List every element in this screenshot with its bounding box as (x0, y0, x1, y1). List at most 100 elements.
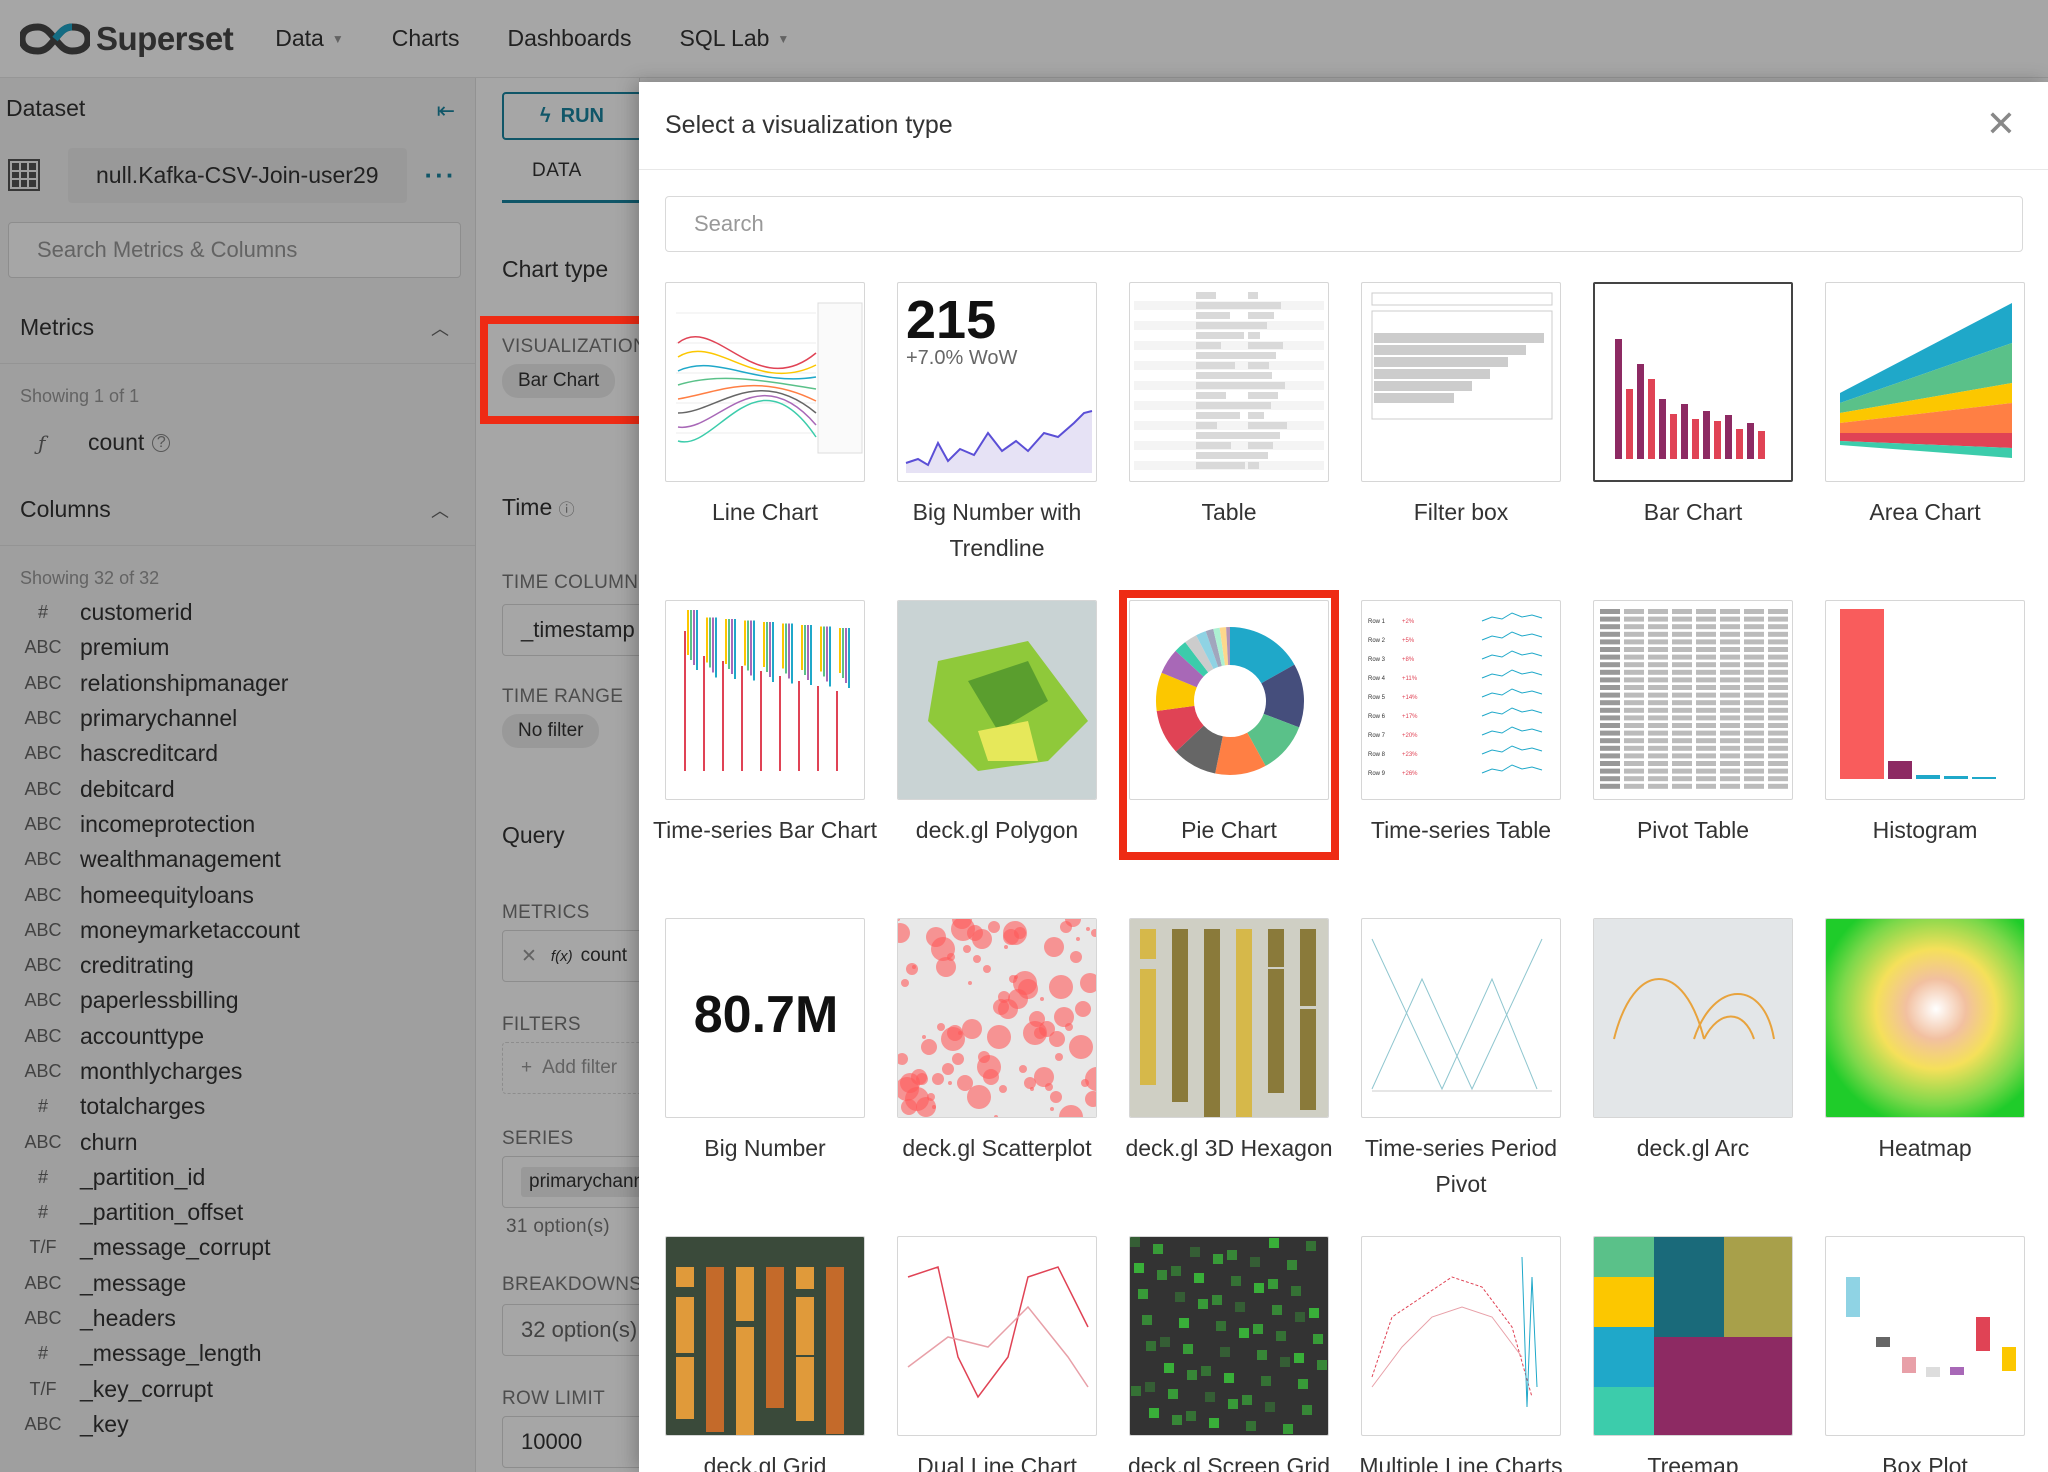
column-item[interactable]: ABC primarychannel (0, 701, 475, 736)
column-item[interactable]: ABC relationshipmanager (0, 666, 475, 701)
time-range-select[interactable]: No filter (502, 714, 600, 748)
column-item[interactable]: ABC debitcard (0, 771, 475, 806)
viz-thumbnail[interactable] (1825, 600, 2025, 800)
viz-tile-deck-gl-polygon[interactable]: deck.gl Polygon (897, 600, 1097, 848)
column-item[interactable]: ABC hascreditcard (0, 736, 475, 771)
column-item[interactable]: ABC incomeprotection (0, 807, 475, 842)
nav-charts[interactable]: Charts (392, 25, 460, 52)
viz-tile-deck-gl-scatterplot[interactable]: deck.gl Scatterplot (897, 918, 1097, 1166)
viz-thumbnail[interactable]: 80.7M (665, 918, 865, 1118)
viz-tile-filter-box[interactable]: Filter box (1361, 282, 1561, 530)
viz-thumbnail[interactable] (897, 918, 1097, 1118)
info-icon[interactable]: ⓘ (558, 502, 575, 519)
column-item[interactable]: # _message_length (0, 1336, 475, 1371)
viz-thumbnail[interactable] (1593, 600, 1793, 800)
viz-thumbnail[interactable] (897, 600, 1097, 800)
add-filter-button[interactable]: + Add filter (502, 1042, 639, 1094)
viz-tile-time-series-table[interactable]: Row 1 +2% Row 2 +5% Row 3 +8% Row 4 +11% Row 5 +1… (1361, 600, 1561, 848)
viz-thumbnail[interactable] (1593, 282, 1793, 482)
remove-icon[interactable]: ✕ (521, 945, 537, 967)
run-button[interactable]: ϟ RUN (502, 92, 639, 140)
viz-tile-heatmap[interactable]: Heatmap (1825, 918, 2025, 1166)
column-item[interactable]: ABC paperlessbilling (0, 983, 475, 1018)
viz-thumbnail[interactable] (1593, 918, 1793, 1118)
viz-thumbnail[interactable] (1129, 600, 1329, 800)
viz-tile-pie-chart[interactable]: Pie Chart (1129, 600, 1329, 848)
dataset-name[interactable]: null.Kafka-CSV-Join-user29 (68, 147, 407, 203)
column-item[interactable]: ABC creditrating (0, 948, 475, 983)
viz-thumbnail[interactable] (897, 1236, 1097, 1436)
viz-thumbnail[interactable] (1825, 282, 2025, 482)
column-item[interactable]: ABC accounttype (0, 1019, 475, 1054)
viz-tile-area-chart[interactable]: Area Chart (1825, 282, 2025, 530)
column-item[interactable]: ABC moneymarketaccount (0, 913, 475, 948)
viz-tile-deck-gl-grid[interactable]: deck.gl Grid (665, 1236, 865, 1472)
column-item[interactable]: ABC _message (0, 1266, 475, 1301)
visualization-type-select[interactable]: Bar Chart (502, 364, 616, 398)
column-item[interactable]: ABC premium (0, 630, 475, 665)
viz-thumbnail[interactable] (1361, 282, 1561, 482)
column-item[interactable]: # _partition_id (0, 1160, 475, 1195)
tab-data[interactable]: DATA (502, 160, 639, 203)
viz-thumbnail[interactable] (1361, 1236, 1561, 1436)
viz-tile-treemap[interactable]: Treemap (1593, 1236, 1793, 1472)
viz-tile-time-series-period-pivot[interactable]: Time-series Period Pivot (1361, 918, 1561, 1202)
viz-thumbnail[interactable] (665, 1236, 865, 1436)
nav-sql-lab[interactable]: SQL Lab ▼ (679, 25, 789, 52)
info-icon[interactable]: ? (152, 433, 171, 452)
viz-tile-bar-chart[interactable]: Bar Chart (1593, 282, 1793, 530)
viz-thumbnail[interactable] (1129, 282, 1329, 482)
column-item[interactable]: # _partition_offset (0, 1195, 475, 1230)
viz-tile-multiple-line-charts[interactable]: Multiple Line Charts (1359, 1236, 1563, 1472)
metrics-columns-search-input[interactable]: Search Metrics & Columns (8, 222, 461, 278)
superset-logo[interactable]: Superset (18, 20, 234, 58)
metric-item[interactable]: ƒ count ? (0, 429, 475, 456)
viz-thumbnail[interactable] (1129, 1236, 1329, 1436)
time-column-select[interactable]: _timestamp (502, 604, 639, 656)
viz-tile-deck-gl-arc[interactable]: deck.gl Arc (1593, 918, 1793, 1166)
breakdowns-select[interactable]: 32 option(s) (502, 1304, 639, 1356)
nav-dashboards[interactable]: Dashboards (507, 25, 631, 52)
close-icon[interactable]: ✕ (1985, 103, 2016, 144)
viz-thumbnail[interactable] (1361, 918, 1561, 1118)
metrics-section-header[interactable]: Metrics ︿ (0, 292, 475, 364)
viz-tile-table[interactable]: Table (1129, 282, 1329, 530)
row-limit-select[interactable]: 10000 (502, 1416, 639, 1468)
viz-thumbnail[interactable] (1825, 918, 2025, 1118)
nav-data[interactable]: Data ▼ (275, 25, 343, 52)
columns-section-header[interactable]: Columns ︿ (0, 474, 475, 546)
visualization-search-input[interactable]: Search (665, 196, 2023, 252)
metrics-select[interactable]: ✕ f(x) count (502, 930, 639, 982)
viz-tile-line-chart[interactable]: Line Chart (665, 282, 865, 530)
viz-tile-histogram[interactable]: Histogram (1825, 600, 2025, 848)
viz-tile-time-series-bar-chart[interactable]: Time-series Bar Chart (653, 600, 877, 848)
column-item[interactable]: ABC churn (0, 1124, 475, 1159)
column-item[interactable]: ABC monthlycharges (0, 1054, 475, 1089)
viz-tile-big-number[interactable]: 80.7M Big Number (665, 918, 865, 1166)
viz-thumbnail[interactable] (665, 600, 865, 800)
viz-thumbnail[interactable] (1593, 1236, 1793, 1436)
viz-thumbnail[interactable] (1129, 918, 1329, 1118)
viz-tile-dual-line-chart[interactable]: Dual Line Chart (897, 1236, 1097, 1472)
column-item[interactable]: ABC _key (0, 1407, 475, 1442)
viz-tile-deck-gl-screen-grid[interactable]: deck.gl Screen Grid (1128, 1236, 1330, 1472)
viz-thumbnail[interactable]: Row 1 +2% Row 2 +5% Row 3 +8% Row 4 +11% Row 5 +1… (1361, 600, 1561, 800)
viz-tile-box-plot[interactable]: Box Plot (1825, 1236, 2025, 1472)
column-item[interactable]: T/F _message_corrupt (0, 1230, 475, 1265)
column-item[interactable]: # customerid (0, 595, 475, 630)
column-item[interactable]: ABC wealthmanagement (0, 842, 475, 877)
column-item[interactable]: T/F _key_corrupt (0, 1372, 475, 1407)
series-select[interactable]: primarychannel (502, 1156, 639, 1208)
svg-text:+8%: +8% (1402, 657, 1415, 663)
viz-tile-pivot-table[interactable]: Pivot Table (1593, 600, 1793, 848)
column-item[interactable]: ABC homeequityloans (0, 877, 475, 912)
viz-tile-big-number-with-trendline[interactable]: 215 +7.0% WoW Big Number with Trendline (897, 282, 1097, 566)
column-item[interactable]: ABC _headers (0, 1301, 475, 1336)
viz-thumbnail[interactable] (1825, 1236, 2025, 1436)
more-options-icon[interactable]: ··· (424, 159, 457, 190)
viz-thumbnail[interactable] (665, 282, 865, 482)
viz-tile-deck-gl-3d-hexagon[interactable]: deck.gl 3D Hexagon (1125, 918, 1333, 1166)
column-item[interactable]: # totalcharges (0, 1089, 475, 1124)
collapse-panel-icon[interactable]: ⇤ (436, 98, 455, 123)
viz-thumbnail[interactable]: 215 +7.0% WoW (897, 282, 1097, 482)
